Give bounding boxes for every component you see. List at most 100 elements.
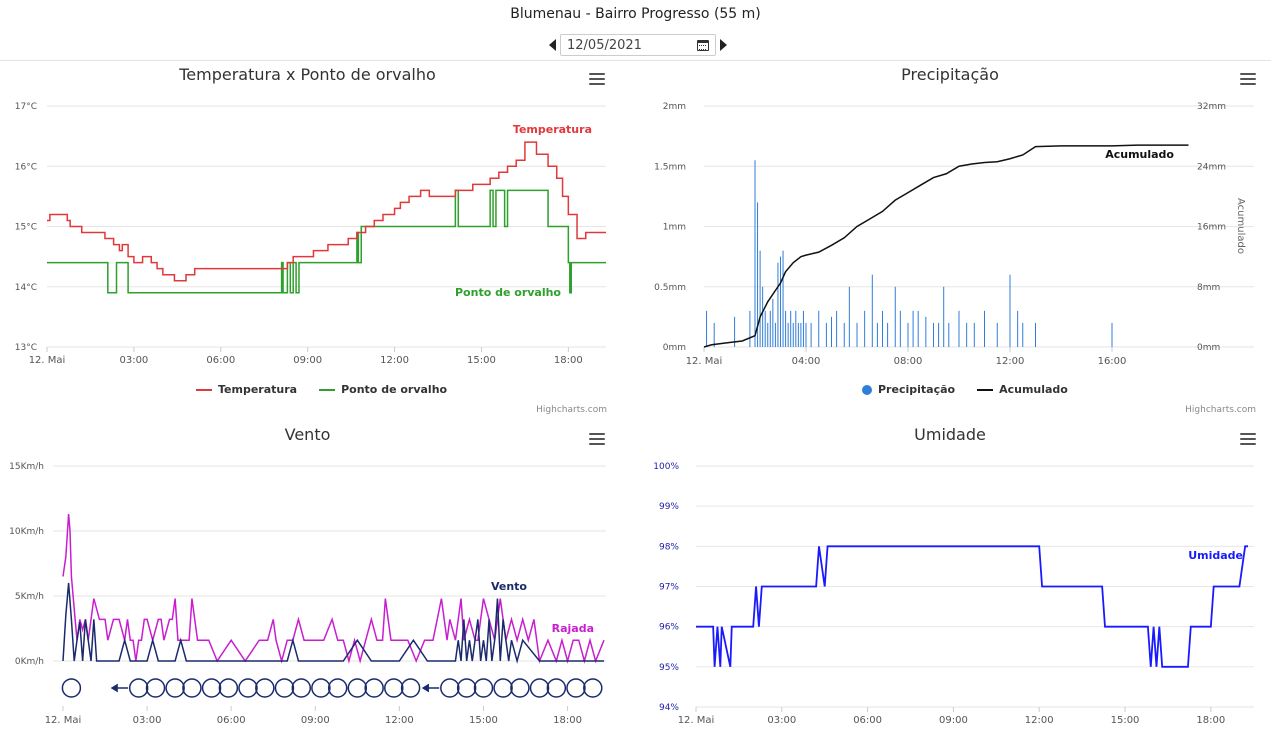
precipitation-bar	[785, 310, 787, 347]
wind-calm-marker-icon	[255, 678, 275, 698]
wind-calm-marker-icon	[364, 678, 384, 698]
y-tick-label: 95%	[659, 663, 679, 673]
chart-menu-icon[interactable]	[1240, 433, 1256, 445]
chart-menu-icon[interactable]	[589, 73, 605, 85]
y2-tick-label: 32mm	[1197, 102, 1226, 112]
y-tick-label: 0mm	[663, 343, 686, 353]
legend-item-precipitacao[interactable]: Precipitação	[862, 383, 955, 396]
wind-calm-marker-icon	[274, 678, 295, 698]
x-tick-label: 12:00	[996, 356, 1025, 367]
x-tick-label: 12:00	[380, 355, 409, 366]
wind-calm-marker-icon	[566, 678, 586, 698]
y-tick-label: 16°C	[15, 162, 37, 172]
humidity-chart-panel: Umidade 94% 95% 96% 97% 98% 99% 100% 12. Mai 03:…	[640, 420, 1260, 737]
precipitation-bar	[871, 274, 873, 347]
y-tick-label: 94%	[659, 703, 679, 713]
legend-label: Acumulado	[999, 383, 1068, 396]
precipitation-bar	[772, 298, 774, 347]
precipitation-bar	[790, 310, 792, 347]
precipitation-chart-panel: Precipitação 0mm 0.5mm 1mm 1.5mm 2mm 0mm 8mm 16…	[640, 60, 1260, 420]
precipitation-bar	[767, 322, 769, 347]
chart-menu-icon[interactable]	[589, 433, 605, 445]
y-tick-label: 0Km/h	[15, 657, 44, 667]
chart-title: Precipitação	[901, 65, 999, 84]
precipitation-bar	[984, 310, 985, 347]
x-tick-label: 16:00	[1098, 356, 1127, 367]
chart-menu-icon[interactable]	[1240, 73, 1256, 85]
x-tick-label: 06:00	[853, 715, 882, 726]
precipitation-bar	[734, 316, 736, 347]
x-tick-label: 15:00	[1111, 715, 1140, 726]
y2-tick-label: 16mm	[1197, 223, 1226, 233]
precipitation-bar	[1035, 322, 1036, 347]
y-tick-label: 15°C	[15, 223, 37, 233]
series-annotation-temperatura: Temperatura	[513, 123, 592, 136]
x-tick-label: 09:00	[301, 715, 330, 726]
previous-day-arrow-icon[interactable]	[549, 39, 556, 51]
temperature-chart-panel: Temperatura x Ponto de orvalho 13°C 14°C 1…	[0, 60, 615, 420]
wind-calm-marker-icon	[510, 678, 530, 698]
legend-item-temperatura[interactable]: Temperatura	[196, 383, 297, 396]
date-input[interactable]: 12/05/2021	[560, 34, 716, 56]
precipitation-bar	[912, 310, 914, 347]
wind-calm-marker-icon	[128, 678, 149, 698]
credits-link[interactable]: Highcharts.com	[1185, 405, 1256, 415]
legend-label: Temperatura	[218, 383, 298, 396]
credits-link[interactable]: Highcharts.com	[536, 405, 607, 415]
precipitation-bar	[856, 322, 858, 347]
y-tick-label: 99%	[659, 502, 679, 512]
precipitation-bar	[836, 310, 838, 347]
y-tick-label: 96%	[659, 623, 679, 633]
x-tick-label: 03:00	[119, 355, 148, 366]
legend-line-icon	[977, 388, 994, 391]
wind-calm-marker-icon	[546, 678, 567, 698]
wind-calm-marker-icon	[456, 678, 477, 698]
wind-calm-marker-icon	[440, 678, 460, 698]
precipitation-bar	[907, 322, 909, 347]
precipitation-bar	[762, 286, 764, 347]
legend-item-ponto-de-orvalho[interactable]: Ponto de orvalho	[319, 383, 447, 396]
wind-calm-marker-icon	[327, 678, 348, 698]
precipitation-bar	[899, 310, 901, 347]
x-tick-label: 09:00	[293, 355, 322, 366]
precipitation-bar	[948, 322, 950, 347]
x-tick-label: 12. Mai	[29, 355, 66, 366]
series-annotation-rajada: Rajada	[552, 622, 594, 635]
precipitation-bar	[958, 310, 960, 347]
precipitation-bar	[887, 322, 889, 347]
x-tick-label: 03:00	[767, 715, 796, 726]
series-line-vento	[62, 582, 604, 664]
series-line-rajada	[62, 514, 605, 664]
calendar-icon[interactable]	[697, 39, 709, 51]
legend-item-acumulado[interactable]: Acumulado	[977, 383, 1068, 396]
chart-title: Vento	[284, 425, 331, 444]
x-tick-label: 08:00	[894, 356, 923, 367]
wind-calm-marker-icon	[473, 678, 494, 698]
wind-calm-marker-icon	[493, 678, 513, 698]
precipitation-bar	[795, 310, 797, 347]
legend-dot-icon	[862, 384, 872, 395]
series-line-temperatura	[47, 141, 606, 282]
next-day-arrow-icon[interactable]	[720, 39, 727, 51]
x-tick-label: 15:00	[469, 715, 498, 726]
x-tick-label: 12. Mai	[678, 715, 715, 726]
x-tick-label: 15:00	[467, 355, 496, 366]
precipitation-bar	[1009, 274, 1011, 347]
y-tick-label: 1.5mm	[654, 162, 686, 172]
x-tick-label: 12:00	[1025, 715, 1054, 726]
precipitation-bar	[938, 322, 940, 347]
precipitation-bar	[764, 310, 766, 347]
date-navigator: 12/05/2021	[549, 33, 727, 57]
wind-calm-marker-icon	[291, 678, 312, 698]
precipitation-bar	[966, 322, 968, 347]
y2-tick-label: 0mm	[1197, 343, 1220, 353]
y2-tick-label: 8mm	[1197, 283, 1220, 293]
x-tick-label: 03:00	[133, 715, 162, 726]
precipitation-bar	[810, 322, 812, 347]
page-title: Blumenau - Bairro Progresso (55 m)	[510, 6, 761, 22]
precipitation-bar	[792, 322, 794, 347]
precipitation-bar	[843, 322, 845, 347]
precipitation-bar	[933, 322, 934, 347]
x-tick-label: 18:00	[554, 355, 583, 366]
legend-label: Ponto de orvalho	[341, 383, 448, 396]
